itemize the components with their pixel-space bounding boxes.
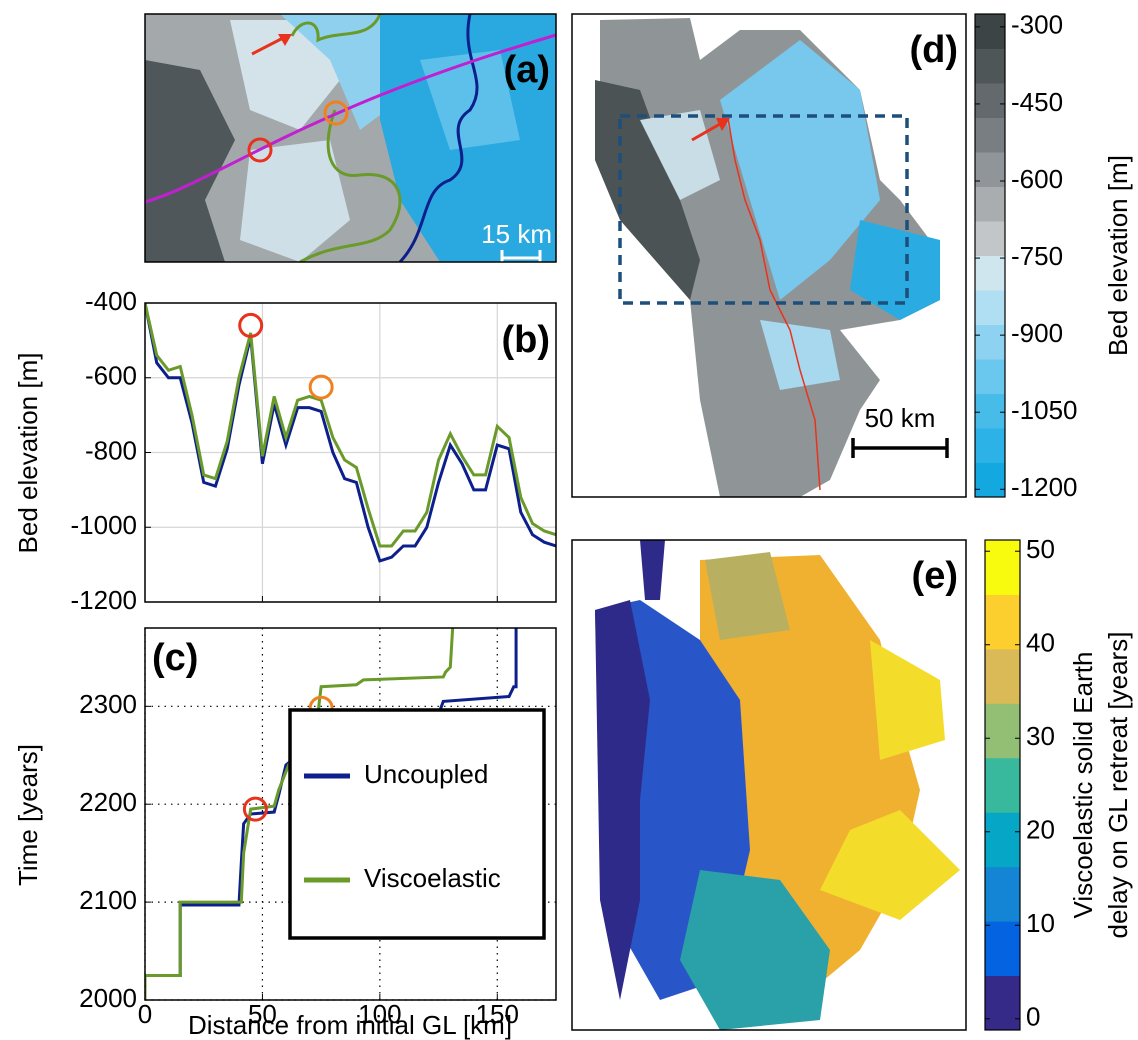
colorbar-band bbox=[985, 975, 1020, 1031]
colorbar-band bbox=[985, 703, 1020, 759]
colorbar-band bbox=[975, 117, 1005, 153]
x-tick-label: 0 bbox=[138, 999, 152, 1029]
legend-box bbox=[288, 708, 546, 940]
colorbar-tick-label: -450 bbox=[1011, 87, 1063, 117]
colorbar-band bbox=[985, 757, 1020, 813]
colorbar-tick-label: 10 bbox=[1026, 908, 1055, 938]
series-line bbox=[145, 303, 556, 563]
panel-label: (b) bbox=[501, 319, 550, 361]
colorbar-label: Bed elevation [m] bbox=[1103, 155, 1133, 356]
colorbar-band bbox=[985, 921, 1020, 977]
colorbar-frame bbox=[974, 13, 1006, 498]
legend-label: Uncoupled bbox=[364, 759, 488, 789]
colorbar-band bbox=[975, 14, 1005, 49]
y-axis-label: Time [years] bbox=[13, 744, 43, 886]
colorbar-tick-label: -1050 bbox=[1011, 395, 1078, 425]
frame bbox=[144, 627, 557, 1001]
y-tick-label: -1200 bbox=[71, 585, 138, 615]
colorbar-band bbox=[975, 152, 1005, 187]
scale-label: 50 km bbox=[865, 403, 936, 433]
y-tick-label: 2300 bbox=[79, 689, 137, 719]
map-d bbox=[595, 18, 949, 497]
colorbar-band bbox=[975, 428, 1005, 463]
colorbar-band bbox=[975, 255, 1005, 291]
colorbar-tick-label: -1200 bbox=[1011, 472, 1078, 502]
marker bbox=[238, 312, 264, 338]
frame bbox=[571, 13, 967, 498]
colorbar-tick-label: 20 bbox=[1026, 815, 1055, 845]
panel-label: (c) bbox=[152, 637, 198, 679]
colorbar-label: delay on GL retreat [years] bbox=[1103, 632, 1133, 939]
marker bbox=[308, 374, 334, 400]
colorbar-band bbox=[975, 324, 1005, 360]
colorbar-tick-label: 40 bbox=[1026, 628, 1055, 658]
y-axis-label: Bed elevation [m] bbox=[13, 353, 43, 554]
frame bbox=[571, 539, 967, 1031]
y-tick-label: 2000 bbox=[79, 983, 137, 1013]
colorbar-band bbox=[985, 540, 1020, 595]
panel-label: (e) bbox=[912, 555, 958, 597]
colorbar-tick-label: -900 bbox=[1011, 318, 1063, 348]
x-tick-label: 150 bbox=[476, 999, 519, 1029]
y-tick-label: 2100 bbox=[79, 885, 137, 915]
panel-label: (a) bbox=[504, 49, 550, 91]
frame bbox=[144, 13, 557, 263]
x-tick-label: 50 bbox=[248, 999, 277, 1029]
colorbar-band bbox=[975, 462, 1005, 498]
colorbar-band bbox=[985, 648, 1020, 704]
colorbar-band bbox=[975, 290, 1005, 325]
colorbar-frame bbox=[984, 539, 1021, 1031]
colorbar-tick-label: 30 bbox=[1026, 721, 1055, 751]
colorbar-label: Viscoelastic solid Earth bbox=[1068, 652, 1098, 919]
colorbar-band bbox=[975, 221, 1005, 256]
legend-label: Viscoelastic bbox=[364, 863, 501, 893]
frame bbox=[144, 302, 557, 603]
colorbar-tick-label: -750 bbox=[1011, 241, 1063, 271]
map-e bbox=[595, 540, 960, 1030]
colorbar-tick-label: -300 bbox=[1011, 10, 1063, 40]
y-tick-label: 2200 bbox=[79, 787, 137, 817]
y-tick-label: -800 bbox=[85, 435, 137, 465]
colorbar-tick-label: -600 bbox=[1011, 164, 1063, 194]
y-tick-label: -600 bbox=[85, 361, 137, 391]
colorbar-band bbox=[985, 812, 1020, 868]
scale-label: 15 km bbox=[481, 219, 552, 249]
colorbar-tick-label: 0 bbox=[1026, 1002, 1040, 1032]
colorbar-band bbox=[975, 83, 1005, 118]
colorbar-band bbox=[975, 359, 1005, 394]
colorbar-band bbox=[975, 186, 1005, 222]
colorbar-tick-label: 50 bbox=[1026, 534, 1055, 564]
marker bbox=[242, 796, 268, 822]
series-line bbox=[145, 303, 556, 548]
colorbar-band bbox=[975, 48, 1005, 84]
x-tick-label: 100 bbox=[358, 999, 401, 1029]
map-a bbox=[145, 14, 556, 262]
colorbar-band bbox=[975, 393, 1005, 429]
y-tick-label: -400 bbox=[85, 286, 137, 316]
y-tick-label: -1000 bbox=[71, 510, 138, 540]
colorbar-band bbox=[985, 866, 1020, 922]
panel-label: (d) bbox=[909, 29, 958, 71]
x-axis-label: Distance from initial GL [km] bbox=[188, 1010, 512, 1040]
colorbar-band bbox=[985, 594, 1020, 650]
